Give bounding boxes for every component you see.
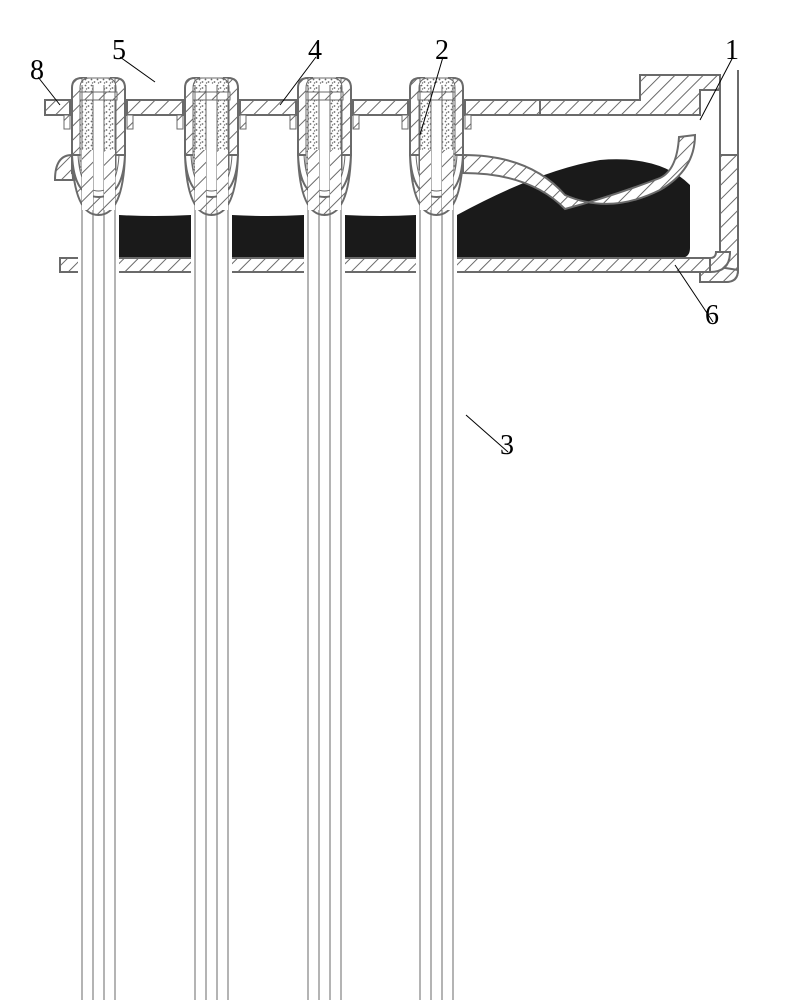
callout-label-1: 1: [725, 35, 739, 67]
callout-label-3: 3: [500, 430, 514, 462]
callout-label-4: 4: [308, 35, 322, 67]
diagram-canvas: 1 2 3 4 5 6 8: [0, 0, 799, 1000]
diagram-svg: [0, 0, 799, 1000]
callout-label-5: 5: [112, 35, 126, 67]
callout-label-6: 6: [705, 300, 719, 332]
callout-label-8: 8: [30, 55, 44, 87]
callout-label-2: 2: [435, 35, 449, 67]
